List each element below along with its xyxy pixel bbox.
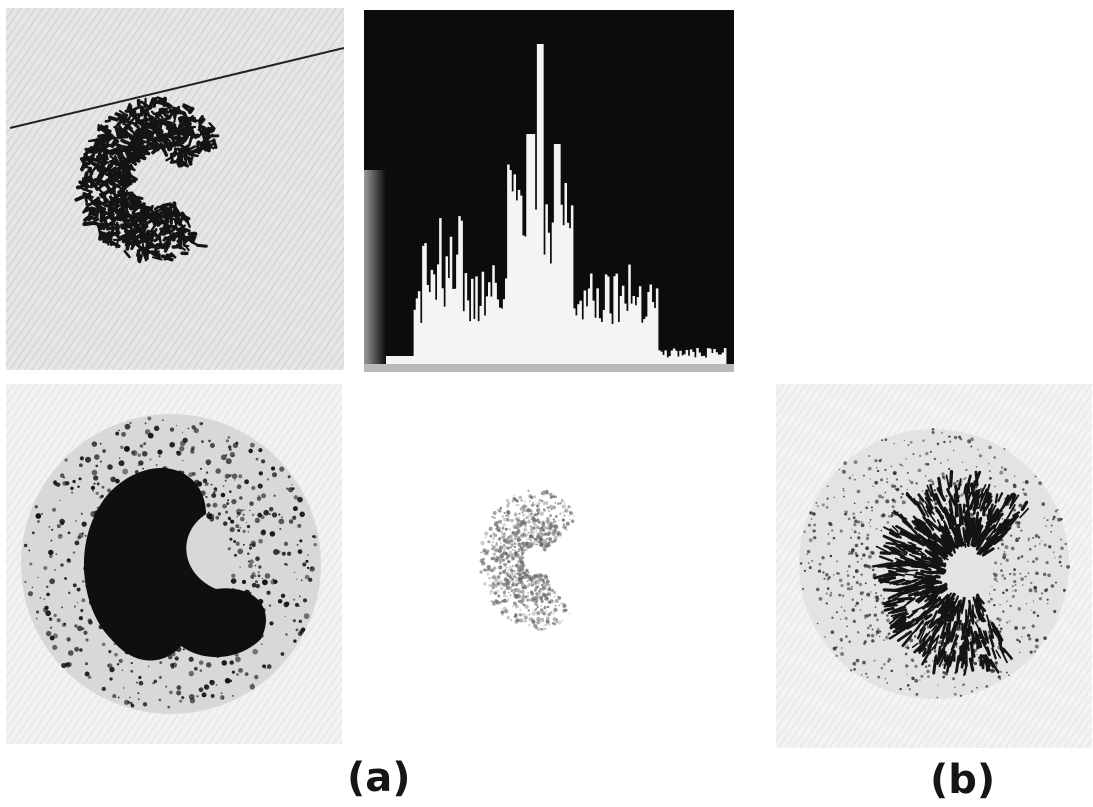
panel-thresholded-cell [6,8,344,370]
panel-cell-dark-core [6,384,342,744]
histogram-bars [386,44,727,364]
panel-intensity-histogram [364,10,734,372]
caption-a: (a) [347,755,411,801]
panel-cell-faint [436,455,656,675]
faint-cell [479,489,576,632]
cell-blob [74,96,220,264]
dark-core-blob [83,467,266,661]
panel-cell-enhanced [776,384,1092,748]
caption-b: (b) [930,757,996,803]
fibrous-cell [871,469,1029,677]
